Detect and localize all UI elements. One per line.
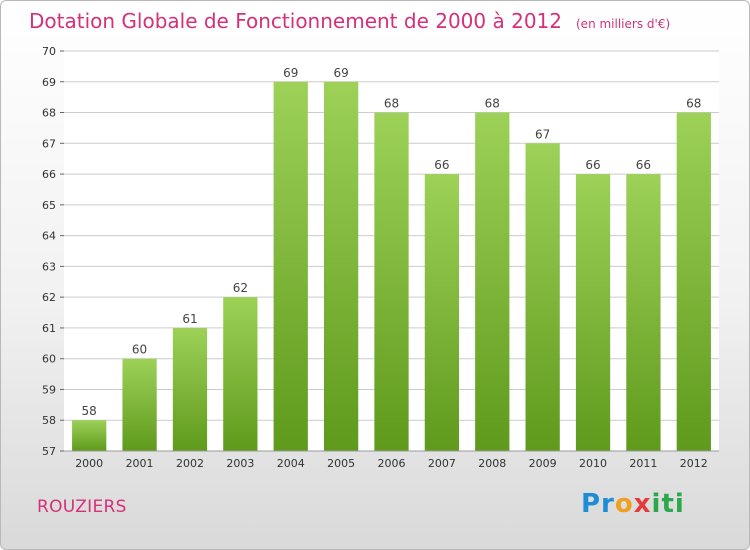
- bar: [475, 112, 510, 452]
- y-tick-label: 61: [42, 322, 56, 335]
- bar: [223, 297, 258, 451]
- bar: [575, 174, 611, 452]
- title-unit: (en milliers d'€): [576, 17, 671, 31]
- bar: [273, 81, 308, 452]
- data-label: 61: [182, 312, 197, 326]
- x-axis-ticks: 2000 2001 2002 2003 2004 2005 2006 2007 2008 2009…: [75, 457, 708, 470]
- data-label: 58: [82, 404, 97, 418]
- x-tick-label: 2003: [226, 457, 254, 470]
- data-label: 60: [132, 343, 147, 357]
- y-tick-label: 70: [42, 45, 56, 58]
- bar: [122, 358, 157, 451]
- y-tick-label: 63: [42, 260, 56, 273]
- data-label: 68: [686, 97, 701, 111]
- x-tick-label: 2000: [75, 457, 103, 470]
- x-tick-label: 2008: [478, 457, 506, 470]
- title-text: Dotation Globale de Fonctionnement de 20…: [29, 9, 562, 33]
- y-tick-label: 67: [42, 137, 56, 150]
- x-tick-label: 2010: [579, 457, 607, 470]
- data-label: 68: [485, 97, 500, 111]
- bar: [323, 81, 359, 452]
- logo-part: Pr: [581, 489, 615, 519]
- logo-part: o: [614, 489, 634, 519]
- bar: [676, 112, 711, 452]
- x-tick-label: 2001: [126, 457, 154, 470]
- data-label: 66: [636, 158, 651, 172]
- y-tick-label: 68: [42, 107, 56, 120]
- y-tick-label: 65: [42, 199, 56, 212]
- y-axis-ticks: 57 58 59 60 61 62 63 64 65 66 67 68 69 70: [42, 45, 64, 458]
- y-tick-label: 58: [42, 414, 56, 427]
- bars: [72, 81, 711, 452]
- logo-part: iti: [651, 489, 685, 519]
- proxiti-logo: Proxiti: [581, 489, 685, 519]
- x-tick-label: 2012: [680, 457, 708, 470]
- chart-title: Dotation Globale de Fonctionnement de 20…: [29, 9, 670, 33]
- data-labels: 58 60 61 62 69 69 68 66 68 67 66 66 68: [82, 66, 702, 418]
- x-tick-label: 2009: [529, 457, 557, 470]
- data-label: 69: [333, 66, 348, 80]
- bar: [525, 143, 560, 452]
- x-tick-label: 2004: [277, 457, 305, 470]
- bar: [374, 112, 409, 452]
- y-tick-label: 62: [42, 291, 56, 304]
- bar: [626, 174, 661, 452]
- y-tick-label: 64: [42, 230, 56, 243]
- bar: [72, 420, 107, 451]
- x-tick-label: 2005: [327, 457, 355, 470]
- x-tick-label: 2006: [378, 457, 406, 470]
- y-tick-label: 57: [42, 445, 56, 458]
- data-label: 67: [535, 127, 550, 141]
- bar: [424, 174, 460, 452]
- y-tick-label: 59: [42, 383, 56, 396]
- commune-name: ROUZIERS: [37, 497, 127, 517]
- data-label: 66: [434, 158, 449, 172]
- data-label: 69: [283, 66, 298, 80]
- data-label: 62: [233, 281, 248, 295]
- logo-part: x: [633, 489, 652, 519]
- x-tick-label: 2007: [428, 457, 456, 470]
- x-tick-label: 2002: [176, 457, 204, 470]
- x-tick-label: 2011: [629, 457, 657, 470]
- data-label: 68: [384, 97, 399, 111]
- bar: [172, 327, 208, 451]
- y-tick-label: 66: [42, 168, 56, 181]
- data-label: 66: [585, 158, 600, 172]
- y-tick-label: 60: [42, 353, 56, 366]
- y-tick-label: 69: [42, 76, 56, 89]
